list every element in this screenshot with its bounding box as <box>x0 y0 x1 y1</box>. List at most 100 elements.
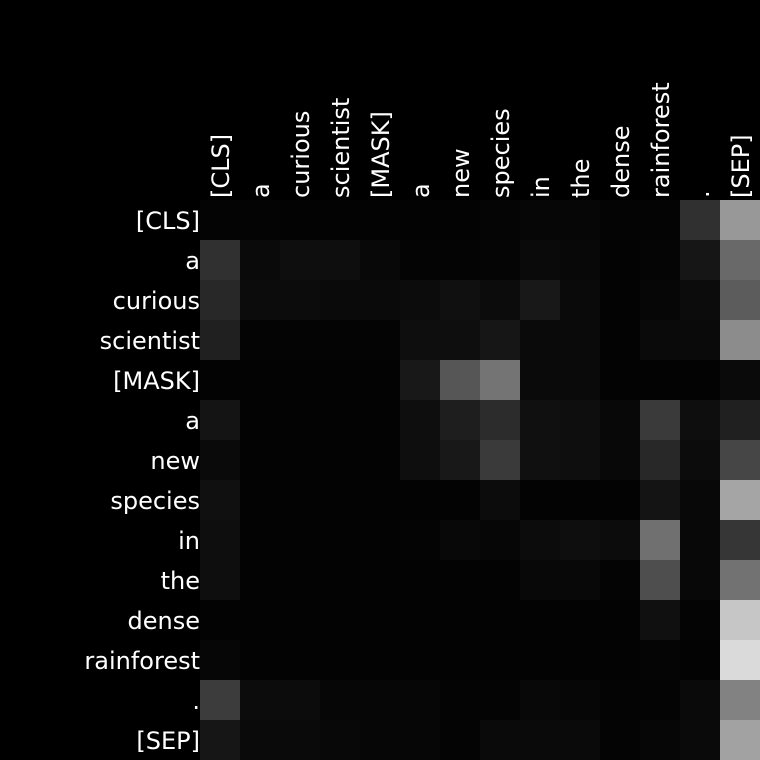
heatmap-cell <box>520 240 560 280</box>
heatmap-cell <box>240 640 280 680</box>
heatmap-cell <box>200 240 240 280</box>
x-tick-label: the <box>567 159 595 198</box>
x-tick-label: a <box>407 183 435 198</box>
heatmap-cell <box>360 720 400 760</box>
heatmap-cell <box>280 480 320 520</box>
heatmap-cell <box>360 200 400 240</box>
heatmap-cell <box>560 240 600 280</box>
x-tick-label: [CLS] <box>207 134 235 198</box>
heatmap-cell <box>480 360 520 400</box>
heatmap-cell <box>400 520 440 560</box>
heatmap-cell <box>680 640 720 680</box>
heatmap-cell <box>720 600 760 640</box>
heatmap-cell <box>320 480 360 520</box>
heatmap-cell <box>440 280 480 320</box>
heatmap-cell <box>280 520 320 560</box>
heatmap-cell <box>320 360 360 400</box>
heatmap-cell <box>320 400 360 440</box>
heatmap-cell <box>640 480 680 520</box>
heatmap-cell <box>240 360 280 400</box>
heatmap-cell <box>400 680 440 720</box>
heatmap-cell <box>280 600 320 640</box>
heatmap-cell <box>280 560 320 600</box>
heatmap-cell <box>720 680 760 720</box>
y-tick-labels: [CLS] a curious scientist [MASK] a new species i… <box>84 207 200 755</box>
heatmap-cell <box>400 240 440 280</box>
heatmap-cell <box>240 320 280 360</box>
heatmap-cell <box>640 720 680 760</box>
heatmap-cell <box>400 360 440 400</box>
x-tick-label: new <box>447 148 475 198</box>
heatmap-cell <box>200 720 240 760</box>
heatmap-cell <box>360 480 400 520</box>
heatmap-cell <box>480 320 520 360</box>
y-tick-label: [CLS] <box>136 207 200 235</box>
heatmap-cell <box>480 240 520 280</box>
x-tick-label: [SEP] <box>727 134 755 198</box>
y-tick-label: . <box>192 687 200 715</box>
heatmap-cell <box>400 400 440 440</box>
heatmap-cell <box>680 280 720 320</box>
heatmap-cell <box>640 440 680 480</box>
heatmap-cell <box>680 400 720 440</box>
heatmap-cell <box>240 200 280 240</box>
heatmap-cell <box>320 720 360 760</box>
heatmap-cell <box>280 720 320 760</box>
heatmap-cell <box>640 240 680 280</box>
heatmap-cell <box>360 680 400 720</box>
heatmap-cell <box>720 640 760 680</box>
heatmap-cell <box>200 280 240 320</box>
heatmap-cell <box>600 480 640 520</box>
heatmap-cell <box>400 320 440 360</box>
heatmap-cell <box>200 400 240 440</box>
heatmap-cell <box>480 440 520 480</box>
heatmap-cell <box>520 320 560 360</box>
heatmap-cell <box>200 600 240 640</box>
x-tick-label: species <box>487 108 515 198</box>
heatmap-cell <box>720 720 760 760</box>
heatmap-cell <box>320 440 360 480</box>
y-tick-label: curious <box>113 287 200 315</box>
heatmap-cell <box>720 240 760 280</box>
x-tick-label: [MASK] <box>367 111 395 198</box>
x-tick-label: scientist <box>327 98 355 198</box>
heatmap-cell <box>360 280 400 320</box>
heatmap-cell <box>200 360 240 400</box>
heatmap-cell <box>280 240 320 280</box>
heatmap-cell <box>280 280 320 320</box>
heatmap-cell <box>200 320 240 360</box>
heatmap-cell <box>320 560 360 600</box>
y-tick-label: [MASK] <box>113 367 200 395</box>
heatmap-cell <box>600 520 640 560</box>
heatmap-cell <box>520 680 560 720</box>
heatmap-cell <box>640 320 680 360</box>
heatmap-cell <box>360 640 400 680</box>
heatmap-cell <box>560 720 600 760</box>
heatmap-cell <box>360 400 400 440</box>
heatmap-cell <box>400 720 440 760</box>
heatmap-cell <box>200 200 240 240</box>
x-tick-label: a <box>247 183 275 198</box>
heatmap-cell <box>640 600 680 640</box>
heatmap-cell <box>520 400 560 440</box>
heatmap-cell <box>320 640 360 680</box>
heatmap-cell <box>400 200 440 240</box>
heatmap-cell <box>240 400 280 440</box>
heatmap-cell <box>320 280 360 320</box>
heatmap-cell <box>280 320 320 360</box>
heatmap-cell <box>280 400 320 440</box>
heatmap-cell <box>600 320 640 360</box>
heatmap-cell <box>240 560 280 600</box>
y-tick-label: new <box>150 447 200 475</box>
heatmap-cell <box>640 280 680 320</box>
heatmap-cell <box>360 240 400 280</box>
heatmap-cell <box>600 680 640 720</box>
heatmap-cell <box>720 520 760 560</box>
heatmap-cell <box>640 400 680 440</box>
x-tick-label: dense <box>607 126 635 198</box>
heatmap-cell <box>440 520 480 560</box>
heatmap-cell <box>280 640 320 680</box>
heatmap-cell <box>400 560 440 600</box>
heatmap-cell <box>280 360 320 400</box>
heatmap-cell <box>440 440 480 480</box>
